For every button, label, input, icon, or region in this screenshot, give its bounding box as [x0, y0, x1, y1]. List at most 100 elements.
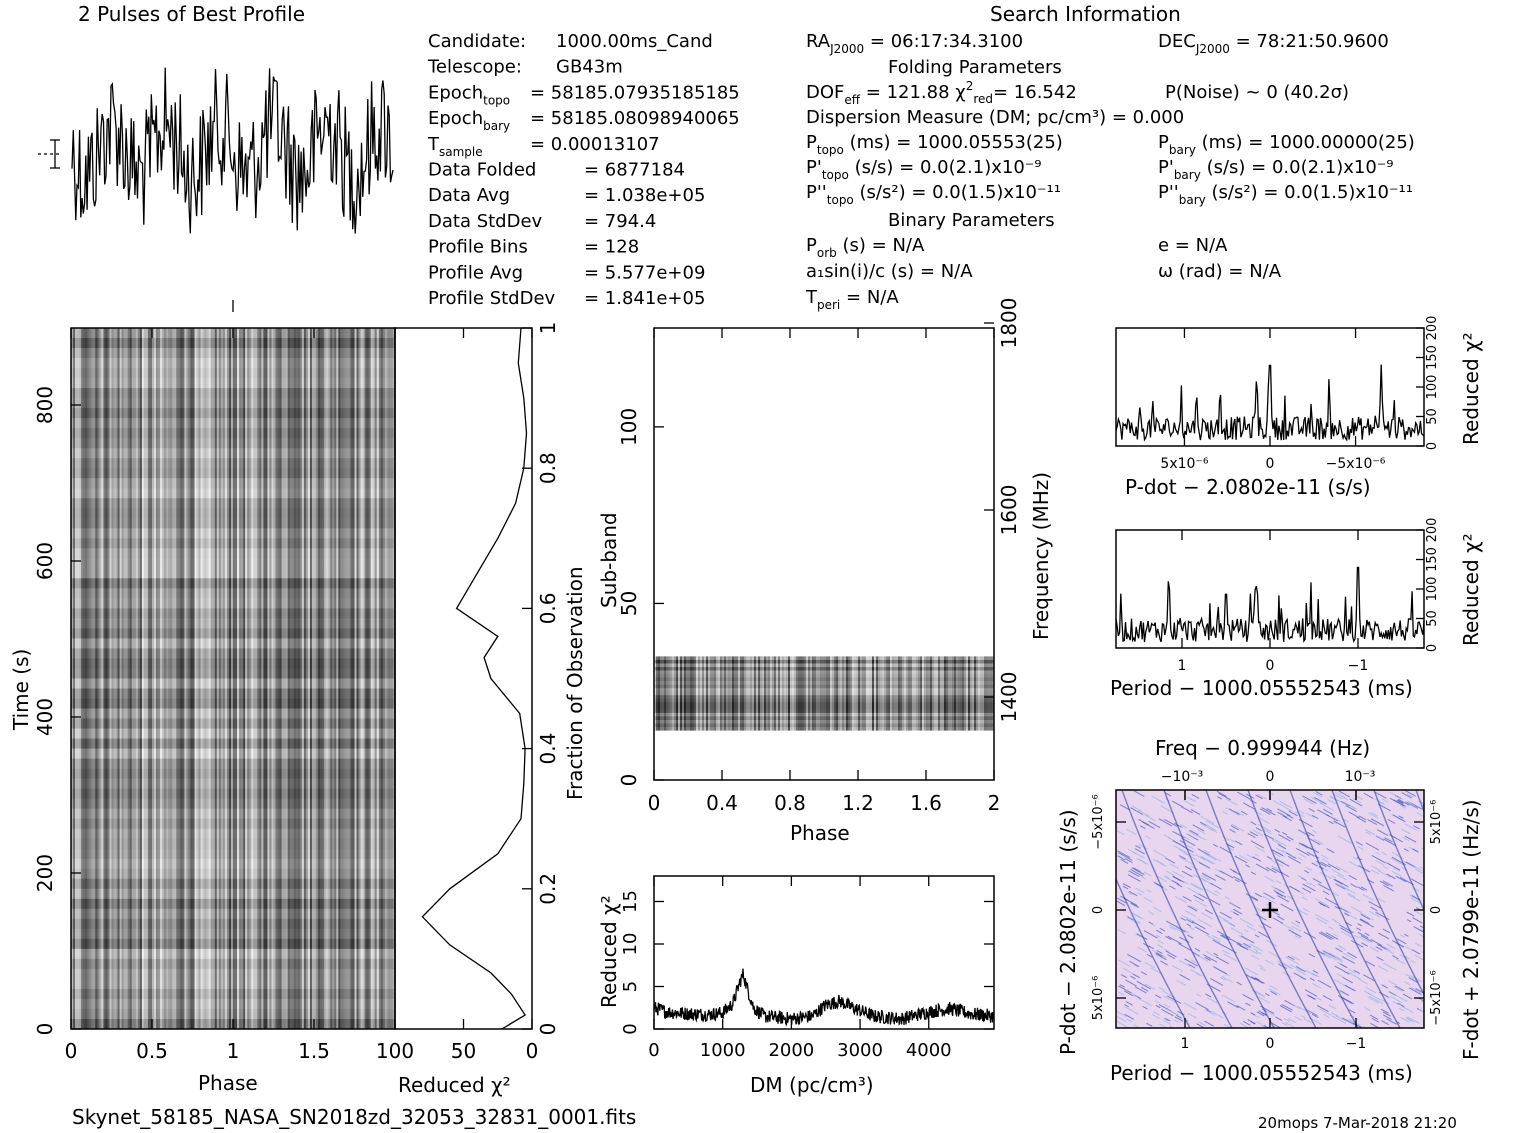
chi2-texture-streak: [1189, 853, 1195, 857]
subband-stripe: [726, 656, 729, 731]
chi2-texture-streak: [1369, 946, 1380, 953]
chi2-texture-streak: [1151, 795, 1165, 804]
chi2-texture-streak: [1311, 814, 1319, 820]
chi2-texture-streak: [1305, 970, 1317, 977]
subband-stripe: [880, 656, 883, 731]
phase-bin-stripe: [358, 328, 361, 1029]
time-row-band: [71, 478, 395, 489]
chi2-texture-streak: [1362, 894, 1374, 901]
chi2-texture-streak: [1137, 809, 1150, 817]
x-tick-label: 0.8: [774, 791, 806, 815]
asini-line: a₁sin(i)/c (s) = N/A: [806, 261, 973, 282]
subband-stripe: [960, 656, 963, 731]
chi2-texture-streak: [1165, 936, 1172, 941]
subband-stripe: [694, 656, 697, 731]
chi2-texture-streak: [1343, 911, 1358, 920]
chi2-texture-streak: [1254, 977, 1260, 981]
phase-bin-stripe: [224, 328, 228, 1029]
search-title: Search Information: [990, 2, 1181, 26]
chi2-texture-streak: [1297, 1005, 1312, 1015]
chi2-texture-streak: [1371, 1017, 1380, 1023]
chi2-texture-streak: [1369, 995, 1384, 1004]
chi2-texture-streak: [1163, 834, 1172, 840]
y-tick-label: 10: [620, 933, 641, 956]
subband-row: [654, 667, 994, 671]
chi2-texture-streak: [1314, 796, 1327, 805]
chi2-texture-streak: [1185, 910, 1197, 918]
chi2-texture-streak: [1274, 828, 1281, 833]
chi2-texture-streak: [1133, 867, 1141, 873]
y-tick-label: −5x10⁻⁶: [1429, 970, 1444, 1025]
chi2-texture-streak: [1377, 932, 1390, 940]
subband-stripe: [916, 656, 919, 731]
chi2-texture-streak: [1352, 797, 1362, 804]
info-value: = 794.4: [584, 211, 656, 232]
chi2-texture-streak: [1216, 790, 1227, 797]
chi2-texture-streak: [1386, 943, 1396, 950]
subband-row: [654, 659, 994, 664]
phase-bin-stripe: [374, 328, 378, 1029]
phase-bin-stripe: [386, 328, 390, 1029]
chi2-texture-streak: [1339, 946, 1346, 951]
chi2-texture-streak: [1176, 1014, 1182, 1019]
chi2-texture-streak: [1407, 1016, 1420, 1024]
pdot-chi2-plot: 5x10⁻⁶ 0 −5x10⁻⁶ 0 50 100 150 200 Reduced χ² P-…: [1115, 316, 1483, 499]
time-row-band: [71, 508, 395, 519]
y-tick-label: 0: [1425, 442, 1440, 450]
chi2-texture-streak: [1190, 809, 1201, 815]
phase-bin-stripe: [119, 328, 122, 1029]
chi2-texture-streak: [1174, 895, 1187, 904]
time-row-band: [71, 758, 395, 769]
subband-stripe: [792, 656, 795, 731]
fraction-axis-label: Fraction of Observation: [563, 566, 587, 800]
subband-stripe: [876, 656, 879, 731]
phase-bin-stripe: [214, 328, 218, 1029]
y-tick-label: 1800: [997, 298, 1021, 349]
x-tick-label: 100: [376, 1039, 414, 1063]
phase-bin-stripe: [174, 328, 177, 1029]
chi2-texture-streak: [1127, 916, 1134, 921]
subband-stripe: [902, 656, 905, 731]
chi2-texture-streak: [1396, 938, 1407, 945]
time-row-band: [71, 528, 395, 539]
phase-bin-stripe: [287, 328, 290, 1029]
chi2-texture-streak: [1295, 920, 1301, 924]
chi2-texture-streak: [1214, 890, 1220, 894]
chi2-texture-streak: [1276, 858, 1286, 864]
chi2-texture-streak: [1229, 938, 1242, 946]
y-tick-label: 0: [1429, 906, 1444, 914]
chi2-texture-streak: [1365, 831, 1372, 836]
chi2-texture-streak: [1253, 829, 1264, 837]
chi2-texture-streak: [1397, 799, 1404, 804]
phase-bin-stripe: [255, 328, 258, 1029]
chi2-texture-streak: [1252, 948, 1259, 952]
time-row-band: [71, 488, 395, 499]
chi2-texture-streak: [1231, 823, 1245, 832]
subband-stripe: [772, 656, 775, 731]
chi2-texture-streak: [1127, 891, 1133, 896]
chi2-texture-streak: [1122, 883, 1131, 889]
chi2-texture-streak: [1169, 1025, 1175, 1028]
chi2-texture-streak: [1375, 911, 1390, 921]
chi2-texture-streak: [1227, 843, 1235, 849]
y-tick-label: 200: [1425, 518, 1440, 543]
chi2-texture-streak: [1308, 953, 1316, 958]
subband-stripe: [870, 656, 873, 731]
chi2-texture-streak: [1333, 793, 1343, 800]
phase-bin-stripe: [344, 328, 347, 1029]
chi2-texture-streak: [1178, 943, 1193, 952]
chi2-texture-streak: [1250, 871, 1257, 876]
chi2-texture-streak: [1333, 820, 1346, 828]
chi2-texture-streak: [1227, 1001, 1239, 1009]
subband-stripe: [698, 656, 701, 731]
phase-bin-stripe: [372, 328, 376, 1029]
chi2-texture-streak: [1197, 848, 1210, 856]
phase-bin-stripe: [273, 328, 276, 1029]
chi2-texture-streak: [1243, 942, 1252, 948]
subband-stripe: [866, 656, 869, 731]
subband-stripe: [732, 656, 735, 731]
subband-stripe: [896, 656, 899, 731]
subband-stripe: [972, 656, 975, 731]
chi2-texture-streak: [1310, 796, 1325, 805]
subband-stripe: [682, 656, 685, 731]
